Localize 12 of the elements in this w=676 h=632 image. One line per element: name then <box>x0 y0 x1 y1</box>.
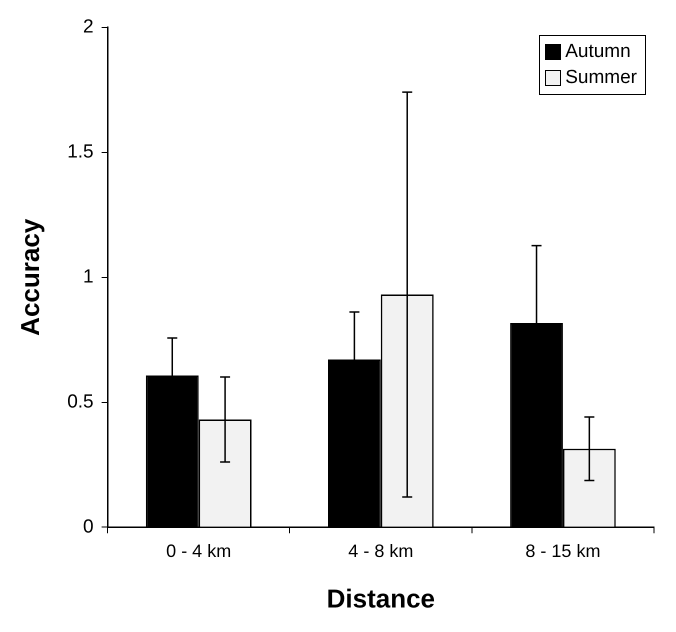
y-tick-label: 0.5 <box>67 391 94 412</box>
x-tick-label: 4 - 8 km <box>348 540 414 561</box>
x-tick-label: 8 - 15 km <box>525 540 600 561</box>
y-axis-title: Accuracy <box>14 218 45 336</box>
x-tick-label: 0 - 4 km <box>166 540 232 561</box>
legend-label: Summer <box>565 66 637 90</box>
legend-label: Autumn <box>565 40 631 64</box>
y-tick-label: 1.5 <box>67 142 94 163</box>
x-axis-title: Distance <box>326 584 435 614</box>
y-tick-label: 1 <box>83 266 94 288</box>
y-tick-label: 0 <box>83 516 94 538</box>
y-tick-label: 2 <box>83 16 94 38</box>
